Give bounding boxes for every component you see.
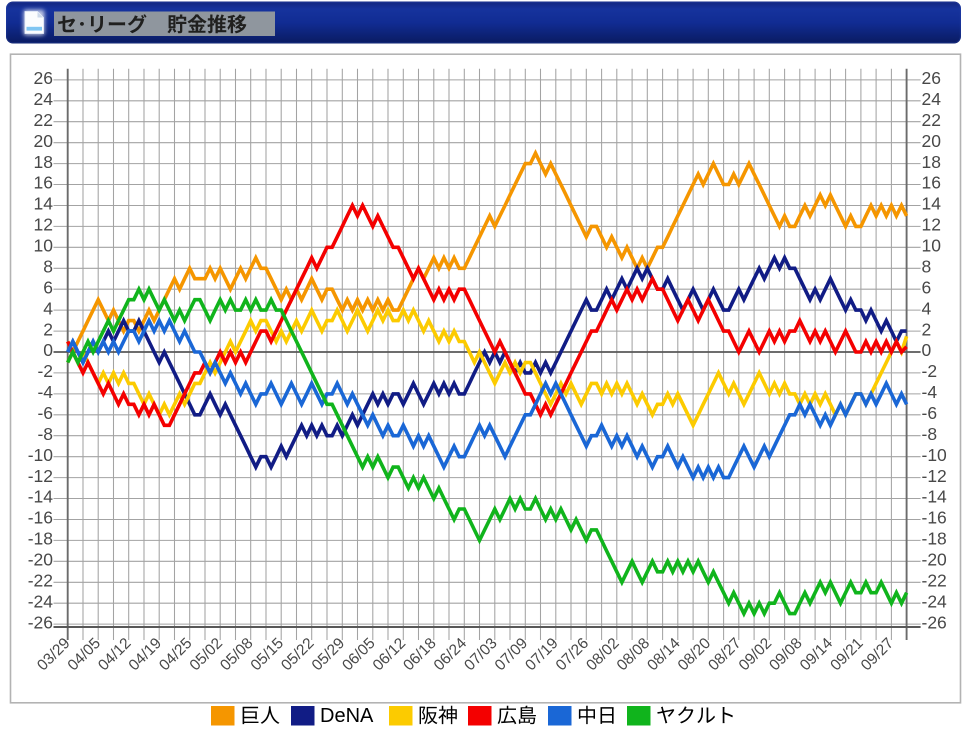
svg-text:6: 6 <box>43 277 53 297</box>
svg-text:-10: -10 <box>922 445 948 465</box>
svg-text:14: 14 <box>922 194 942 214</box>
svg-text:22: 22 <box>34 110 53 130</box>
svg-text:8: 8 <box>43 257 53 277</box>
svg-text:DeNA: DeNA <box>320 705 374 727</box>
svg-text:24: 24 <box>34 89 54 109</box>
svg-text:-14: -14 <box>28 487 54 507</box>
svg-text:4: 4 <box>922 298 932 318</box>
svg-text:-20: -20 <box>28 550 54 570</box>
svg-text:14: 14 <box>34 194 54 214</box>
svg-text:-24: -24 <box>922 591 948 611</box>
svg-text:26: 26 <box>922 68 941 88</box>
svg-text:-24: -24 <box>28 591 54 611</box>
svg-text:-8: -8 <box>37 424 53 444</box>
svg-text:-8: -8 <box>922 424 938 444</box>
svg-text:16: 16 <box>34 173 53 193</box>
svg-text:-18: -18 <box>28 529 53 549</box>
svg-text:-12: -12 <box>28 466 53 486</box>
svg-text:2: 2 <box>922 319 932 339</box>
svg-text:4: 4 <box>43 298 53 318</box>
svg-text:18: 18 <box>922 152 941 172</box>
svg-text:18: 18 <box>34 152 53 172</box>
svg-text:-16: -16 <box>922 508 947 528</box>
svg-text:0: 0 <box>43 340 53 360</box>
svg-text:6: 6 <box>922 277 932 297</box>
svg-text:2: 2 <box>43 319 53 339</box>
svg-text:-4: -4 <box>37 382 53 402</box>
svg-text:-4: -4 <box>922 382 938 402</box>
svg-text:-20: -20 <box>922 550 948 570</box>
svg-text:-22: -22 <box>922 571 947 591</box>
svg-text:-6: -6 <box>37 403 53 423</box>
svg-text:-2: -2 <box>37 361 53 381</box>
svg-text:24: 24 <box>922 89 942 109</box>
svg-text:-22: -22 <box>28 571 53 591</box>
svg-text:20: 20 <box>922 131 942 151</box>
svg-text:10: 10 <box>34 236 54 256</box>
svg-text:20: 20 <box>34 131 54 151</box>
svg-text:12: 12 <box>922 215 941 235</box>
svg-text:22: 22 <box>922 110 941 130</box>
svg-text:-2: -2 <box>922 361 938 381</box>
svg-text:-26: -26 <box>922 612 947 632</box>
svg-text:12: 12 <box>34 215 53 235</box>
svg-text:-16: -16 <box>28 508 53 528</box>
svg-text:-12: -12 <box>922 466 947 486</box>
svg-text:-6: -6 <box>922 403 938 423</box>
svg-text:8: 8 <box>922 257 932 277</box>
svg-text:-14: -14 <box>922 487 948 507</box>
svg-text:16: 16 <box>922 173 941 193</box>
svg-text:10: 10 <box>922 236 942 256</box>
svg-text:0: 0 <box>922 340 932 360</box>
svg-text:26: 26 <box>34 68 53 88</box>
svg-text:-26: -26 <box>28 612 53 632</box>
svg-text:-10: -10 <box>28 445 54 465</box>
svg-text:-18: -18 <box>922 529 947 549</box>
